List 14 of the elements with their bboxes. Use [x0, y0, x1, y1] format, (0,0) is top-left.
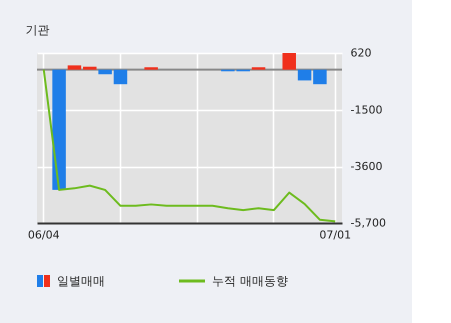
y-tick-label: -3600: [350, 160, 382, 174]
y-tick-label: 620: [350, 46, 372, 60]
y-tick-label: -1500: [350, 104, 382, 117]
legend-label: 일별매매: [57, 274, 105, 288]
chart-title: 기관: [25, 23, 50, 37]
x-tick-label: 07/01: [319, 228, 352, 242]
legend-label: 누적 매매동향: [212, 274, 288, 288]
bar: [282, 53, 296, 70]
bar: [52, 70, 66, 190]
line-series: [42, 68, 336, 222]
bar: [68, 65, 82, 70]
y-tick-label: -5,700: [350, 216, 386, 230]
x-tick-label: 06/04: [28, 228, 60, 242]
bar: [83, 66, 97, 70]
